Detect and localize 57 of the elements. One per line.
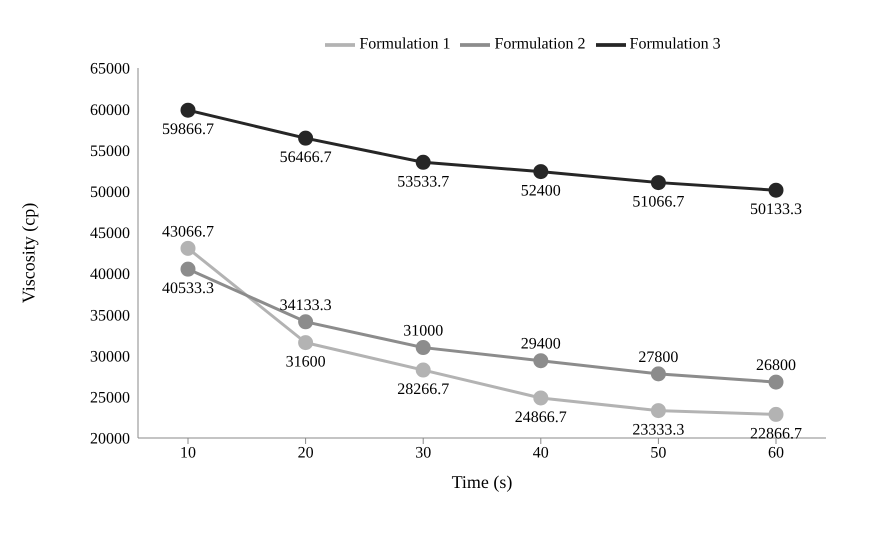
x-tick-label: 10	[180, 444, 196, 462]
data-label: 50133.3	[750, 201, 802, 218]
data-label: 59866.7	[162, 121, 214, 138]
point	[768, 374, 784, 390]
legend-label: Formulation 3	[630, 36, 721, 53]
point	[180, 262, 196, 277]
data-label: 22866.7	[750, 425, 802, 442]
y-tick-label: 40000	[90, 266, 130, 284]
data-label: 31000	[403, 322, 444, 340]
y-tick-label: 20000	[90, 430, 130, 448]
y-tick-label: 35000	[90, 307, 130, 324]
data-label: 51066.7	[632, 194, 684, 211]
y-tick-label: 25000	[90, 390, 130, 407]
point	[533, 353, 548, 368]
x-axis-title: Time (s)	[452, 472, 512, 492]
y-tick-label: 65000	[90, 60, 130, 78]
point	[650, 175, 666, 190]
data-label: 40533.3	[162, 280, 214, 298]
point	[650, 403, 666, 418]
point	[180, 240, 196, 256]
y-tick-label: 45000	[90, 225, 130, 242]
data-label: 29400	[520, 336, 561, 353]
point	[298, 130, 314, 146]
point	[298, 314, 314, 330]
data-label: 28266.7	[397, 381, 450, 398]
y-tick-label: 30000	[90, 348, 130, 366]
x-tick-label: 20	[298, 444, 314, 462]
x-tick-label: 60	[768, 444, 784, 462]
data-label: 27800	[638, 348, 678, 366]
legend-label: Formulation 1	[359, 36, 450, 53]
point	[650, 366, 666, 382]
point	[768, 182, 784, 198]
point	[416, 154, 431, 170]
y-tick-label: 50000	[90, 184, 130, 202]
point	[298, 335, 314, 350]
y-tick-label: 55000	[90, 142, 130, 160]
point	[416, 340, 431, 356]
x-tick-label: 50	[650, 444, 666, 462]
x-tick-label: 40	[532, 444, 549, 462]
data-label: 23333.3	[632, 422, 684, 439]
legend-label: Formulation 2	[494, 36, 586, 53]
data-label: 31600	[286, 354, 326, 371]
x-tick-label: 30	[415, 444, 432, 462]
y-tick-label: 60000	[90, 102, 130, 119]
data-label: 52400	[520, 182, 561, 200]
point	[533, 390, 548, 406]
y-axis-title: Viscosity (cp)	[18, 202, 38, 304]
data-label: 56466.7	[280, 149, 332, 166]
point	[180, 102, 196, 118]
data-label: 34133.3	[280, 296, 332, 314]
point	[533, 164, 548, 180]
data-label: 43066.7	[162, 223, 214, 240]
data-label: 53533.7	[397, 173, 450, 190]
point	[416, 362, 431, 378]
data-label: 24866.7	[514, 408, 567, 426]
data-label: 26800	[756, 357, 796, 374]
point	[768, 406, 784, 422]
